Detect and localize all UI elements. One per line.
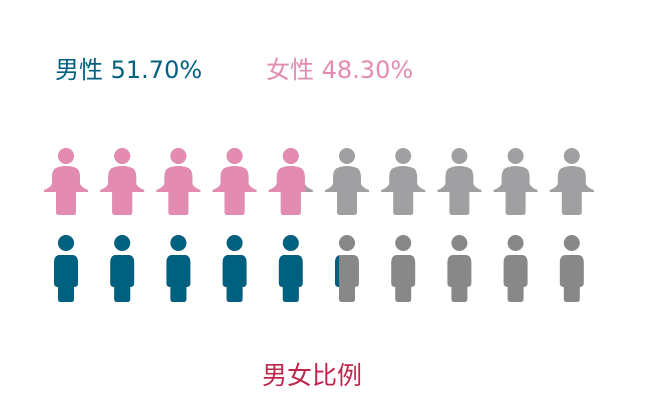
filled-icon-part xyxy=(212,148,257,215)
empty-icon-part xyxy=(325,148,369,215)
female-person-icon xyxy=(156,148,201,215)
empty-icon-part xyxy=(335,235,359,302)
male-person-icon xyxy=(447,235,472,302)
female-person-icon xyxy=(549,148,594,215)
female-person-icon xyxy=(100,148,145,215)
empty-icon-part xyxy=(559,235,584,302)
empty-icon-part xyxy=(493,148,538,215)
filled-icon-part xyxy=(222,235,247,302)
female-percentage-label: 女性 48.30% xyxy=(266,56,414,84)
male-person-icon xyxy=(54,235,78,302)
empty-icon-part xyxy=(391,235,416,302)
female-person-icon xyxy=(381,148,426,215)
male-person-icon xyxy=(110,235,135,302)
male-person-icon xyxy=(559,235,584,302)
female-person-icon xyxy=(325,148,369,215)
male-person-icon xyxy=(222,235,247,302)
male-person-icon xyxy=(503,235,528,302)
female-person-icon xyxy=(437,148,482,215)
empty-icon-part xyxy=(503,235,528,302)
empty-icon-part xyxy=(437,148,482,215)
chart-title: 男女比例 xyxy=(261,361,362,390)
male-person-icon xyxy=(166,235,191,302)
filled-icon-part xyxy=(268,148,306,215)
empty-icon-part xyxy=(381,148,426,215)
filled-icon-part xyxy=(44,148,88,215)
empty-icon-part xyxy=(447,235,472,302)
filled-icon-part xyxy=(278,235,303,302)
empty-icon-part xyxy=(549,148,594,215)
filled-icon-part xyxy=(156,148,201,215)
male-person-icon xyxy=(335,235,359,302)
filled-icon-part xyxy=(335,242,340,300)
female-person-icon xyxy=(268,148,313,215)
filled-icon-part xyxy=(54,235,78,302)
filled-icon-part xyxy=(166,235,191,302)
female-person-icon xyxy=(493,148,538,215)
male-person-icon xyxy=(278,235,303,302)
female-person-icon xyxy=(44,148,88,215)
female-person-icon xyxy=(212,148,257,215)
male-percentage-label: 男性 51.70% xyxy=(55,56,203,84)
male-person-icon xyxy=(391,235,416,302)
filled-icon-part xyxy=(100,148,145,215)
filled-icon-part xyxy=(110,235,135,302)
